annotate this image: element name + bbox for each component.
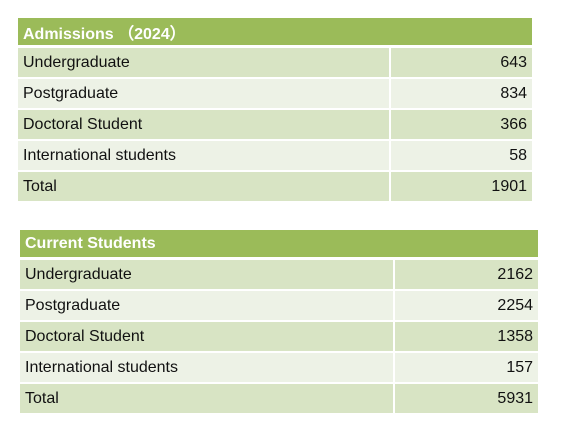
current-students-title: Current Students (20, 230, 539, 260)
row-value: 58 (390, 140, 533, 172)
total-value: 1901 (390, 171, 533, 203)
row-value: 834 (390, 78, 533, 110)
admissions-header-row: Admissions （2024） (18, 18, 533, 48)
total-row: Total 1901 (18, 171, 533, 203)
total-row: Total 5931 (20, 383, 539, 415)
table-row: Undergraduate 2162 (20, 258, 539, 291)
row-label: Postgraduate (20, 290, 395, 322)
row-label: International students (18, 140, 391, 172)
row-label: Doctoral Student (20, 321, 395, 353)
row-label: Postgraduate (18, 78, 391, 110)
total-value: 5931 (394, 383, 539, 415)
row-value: 2254 (394, 290, 539, 322)
row-label: Undergraduate (20, 258, 395, 291)
table-row: Postgraduate 834 (18, 78, 533, 110)
total-label: Total (18, 171, 391, 203)
row-label: Undergraduate (18, 46, 391, 79)
row-value: 157 (394, 352, 539, 384)
table-row: Postgraduate 2254 (20, 290, 539, 322)
current-header-row: Current Students (20, 230, 539, 260)
current-students-table: Current Students Undergraduate 2162 Post… (20, 230, 539, 415)
table-row: Undergraduate 643 (18, 46, 533, 79)
table-row: International students 58 (18, 140, 533, 172)
total-label: Total (20, 383, 395, 415)
row-value: 2162 (394, 258, 539, 291)
table-row: Doctoral Student 1358 (20, 321, 539, 353)
admissions-title: Admissions （2024） (18, 18, 533, 48)
table-row: International students 157 (20, 352, 539, 384)
row-value: 1358 (394, 321, 539, 353)
row-label: International students (20, 352, 395, 384)
row-label: Doctoral Student (18, 109, 391, 141)
row-value: 366 (390, 109, 533, 141)
row-value: 643 (390, 46, 533, 79)
table-row: Doctoral Student 366 (18, 109, 533, 141)
admissions-table: Admissions （2024） Undergraduate 643 Post… (18, 18, 533, 203)
